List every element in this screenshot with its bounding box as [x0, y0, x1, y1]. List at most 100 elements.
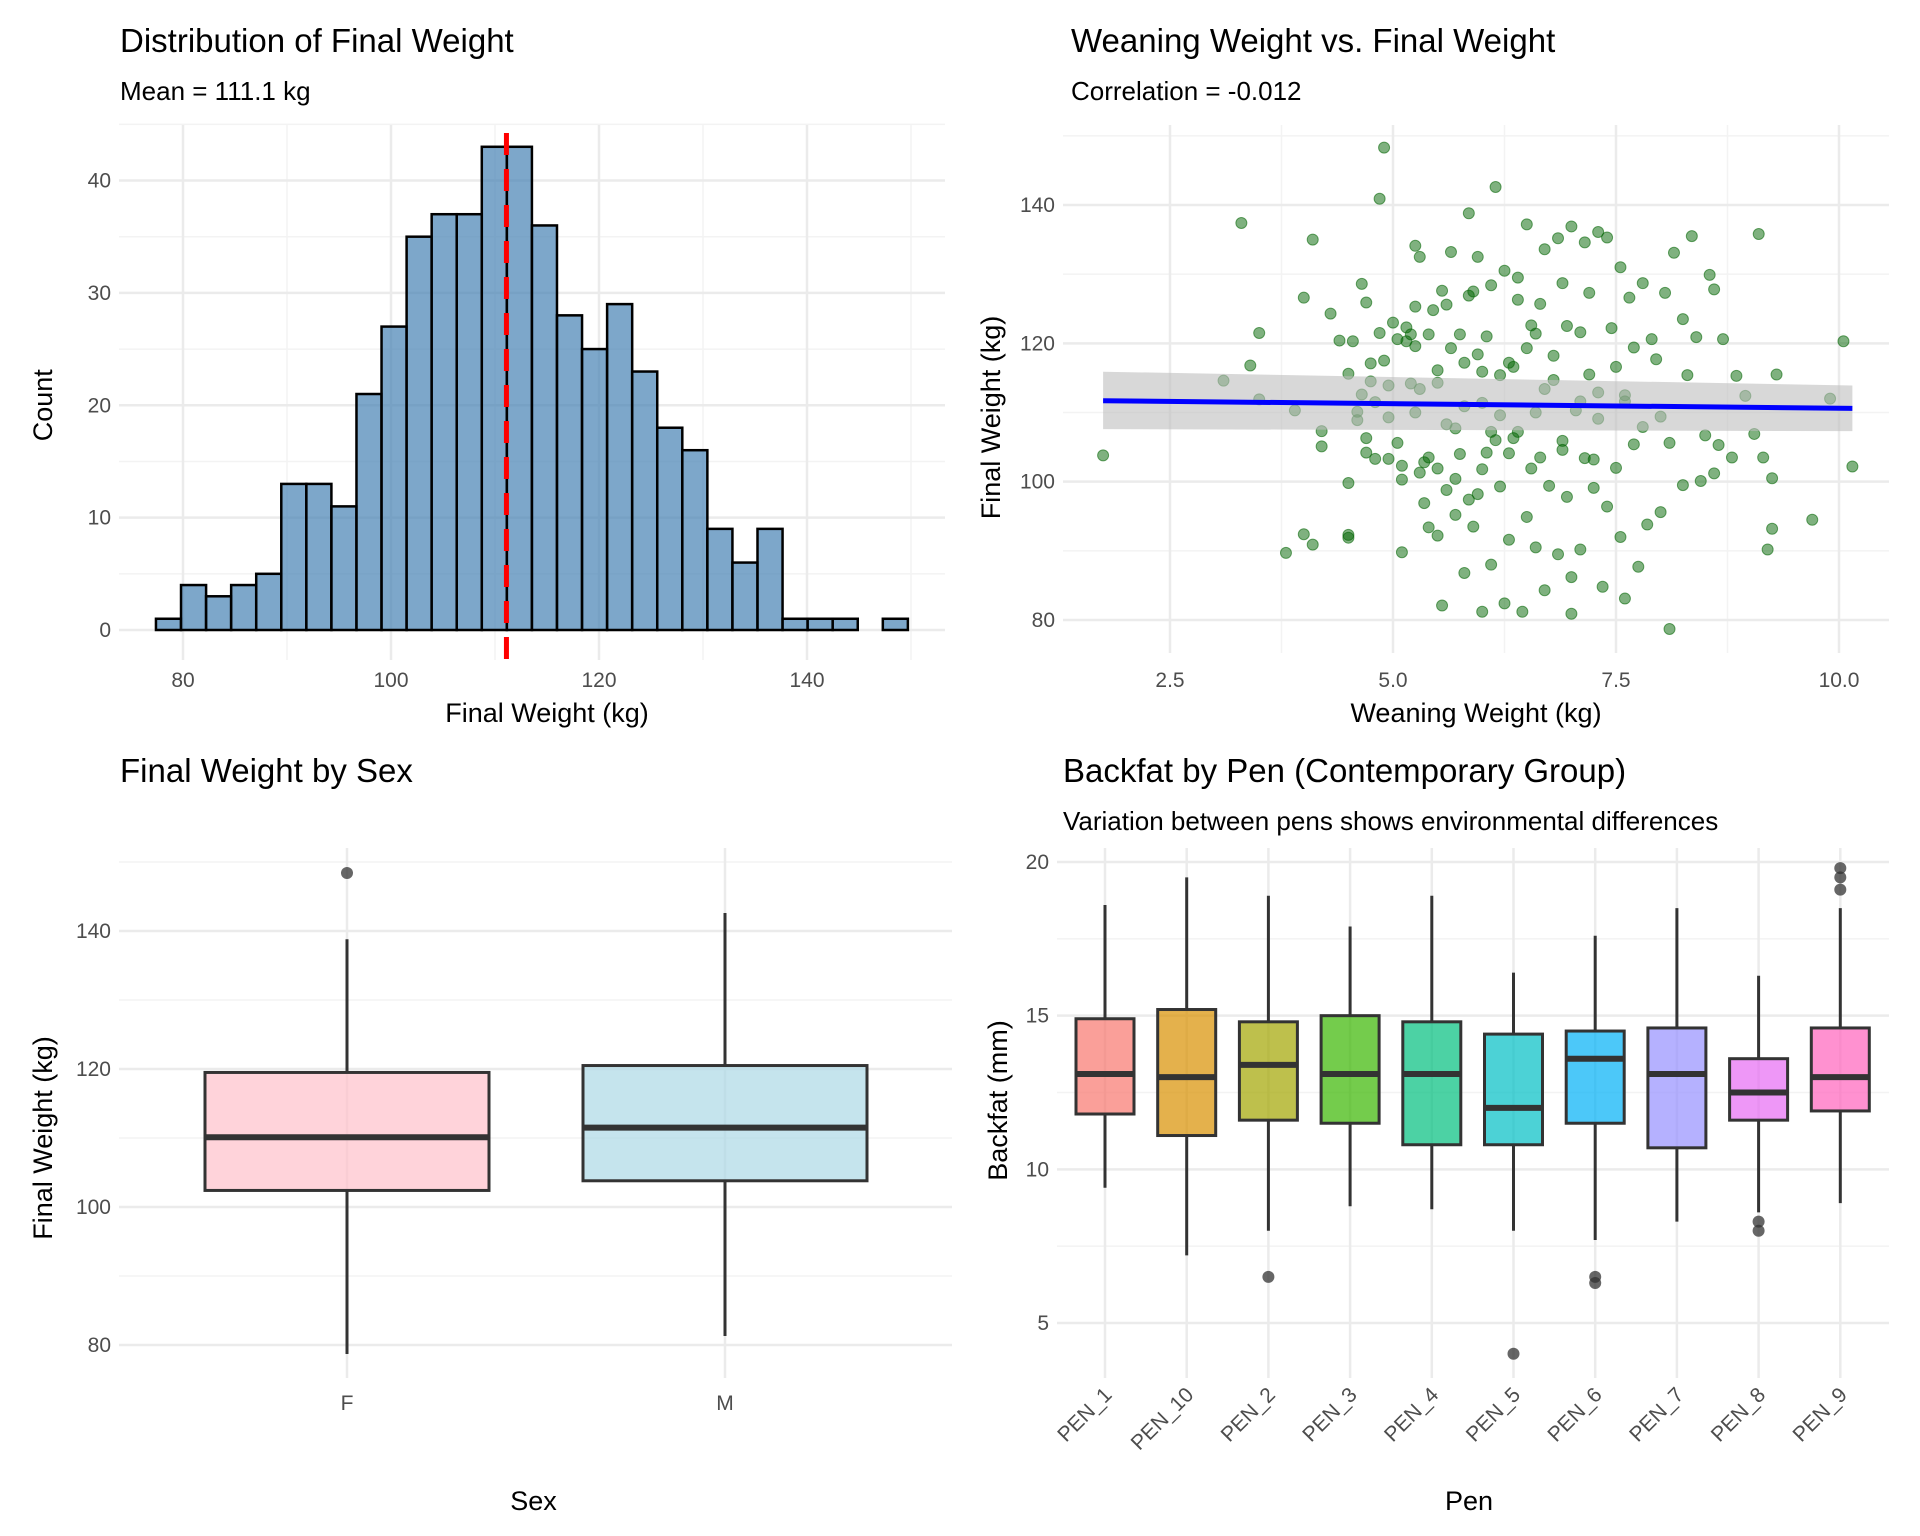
scatter-point — [1485, 279, 1498, 292]
scatter-point — [1574, 543, 1587, 556]
x-tick-label: 2.5 — [1155, 669, 1184, 692]
scatter-point — [1436, 599, 1449, 612]
scatter-point — [1552, 548, 1565, 561]
scatter-point — [1806, 513, 1819, 526]
scatter-point — [1306, 538, 1319, 551]
scatter-point — [1681, 369, 1694, 382]
histogram-bar — [430, 212, 458, 632]
scatter-point — [1342, 531, 1355, 544]
box-f — [203, 867, 491, 1354]
y-tick-label: 10 — [88, 507, 111, 530]
scatter-point — [1730, 369, 1743, 382]
box-pen-2 — [1237, 895, 1299, 1283]
scatter-point — [1663, 622, 1676, 635]
y-tick-label: 80 — [88, 1334, 111, 1357]
scatter-point — [1632, 560, 1645, 573]
scatter-point — [1476, 605, 1489, 618]
scatter-point — [1529, 541, 1542, 554]
scatter-point — [1315, 440, 1328, 453]
pen-boxplot-subtitle: Variation between pens shows environment… — [1063, 806, 1719, 836]
scatter-point — [1574, 326, 1587, 339]
scatter-point — [1458, 356, 1471, 369]
scatter-point — [1453, 448, 1466, 460]
box-iqr — [1809, 1026, 1871, 1113]
scatter-point — [1565, 607, 1578, 620]
histogram-bar — [254, 572, 283, 632]
x-tick-label: PEN_6 — [1543, 1383, 1606, 1446]
box-iqr — [1237, 1020, 1299, 1122]
scatter-point — [1502, 356, 1515, 369]
scatter-point — [1364, 357, 1377, 370]
x-tick-label: PEN_8 — [1707, 1383, 1770, 1446]
scatter-point — [1685, 230, 1698, 243]
scatter-point — [1436, 284, 1449, 297]
histogram-bar — [229, 583, 258, 632]
x-axis-title: Sex — [510, 1486, 557, 1516]
scatter-point — [1395, 473, 1408, 486]
y-tick-label: 140 — [1020, 194, 1055, 217]
scatter-point — [1520, 342, 1533, 355]
scatter-point — [1636, 277, 1649, 290]
scatter-point — [1618, 592, 1631, 605]
scatter-point — [1516, 605, 1529, 618]
scatter-point — [1422, 521, 1435, 534]
histogram-bar — [455, 212, 484, 632]
scatter-point — [1690, 331, 1703, 344]
scatter-point — [1462, 207, 1475, 220]
scatter-point — [1471, 488, 1484, 501]
y-tick-label: 140 — [76, 920, 111, 943]
histogram-bar — [831, 617, 860, 632]
scatter-point — [1627, 341, 1640, 354]
scatter-point — [1253, 326, 1266, 339]
box-iqr — [1156, 1008, 1218, 1138]
scatter-point — [1444, 246, 1457, 259]
scatter-point — [1538, 584, 1551, 597]
box-iqr — [1728, 1057, 1790, 1122]
x-tick-label: 140 — [789, 669, 824, 692]
x-tick-label: PEN_4 — [1380, 1383, 1444, 1447]
scatter-point — [1431, 529, 1444, 542]
scatter-point — [1502, 447, 1515, 460]
histogram-bar — [881, 617, 910, 632]
scatter-point — [1752, 228, 1765, 241]
scatter-point — [1489, 181, 1502, 194]
x-tick-label: PEN_5 — [1462, 1383, 1525, 1446]
scatter-point — [1422, 328, 1435, 341]
scatter-point — [1297, 291, 1310, 304]
scatter-point — [1627, 438, 1640, 451]
scatter-point — [1556, 277, 1569, 290]
scatter-point — [1717, 333, 1730, 346]
y-tick-label: 0 — [99, 619, 111, 642]
scatter-point — [1489, 434, 1502, 447]
histogram-bar — [505, 145, 534, 632]
scatter-point — [1449, 508, 1462, 521]
scatter-point — [1480, 446, 1493, 459]
scatter-point — [1244, 359, 1257, 372]
scatter-point — [1534, 451, 1547, 464]
scatter-point — [1725, 451, 1738, 464]
histogram-bar — [681, 448, 709, 632]
scatter-point — [1659, 286, 1672, 299]
scatter-point — [1413, 250, 1426, 263]
scatter-point — [1498, 597, 1511, 610]
scatter-point — [1409, 300, 1422, 313]
scatter-point — [1395, 546, 1408, 559]
x-axis-title: Final Weight (kg) — [445, 698, 649, 728]
scatter-point — [1409, 239, 1422, 252]
histogram-bar — [204, 595, 233, 632]
scatter-point — [1583, 368, 1596, 381]
y-tick-label: 120 — [1020, 332, 1055, 355]
scatter-point — [1360, 446, 1373, 459]
y-axis-title: Count — [28, 369, 58, 442]
scatter-point — [1770, 368, 1783, 381]
x-tick-label: 120 — [581, 669, 616, 692]
scatter-point — [1712, 439, 1725, 452]
scatter-point — [1556, 434, 1569, 447]
x-tick-label: M — [716, 1392, 734, 1415]
scatter-point — [1520, 510, 1533, 523]
scatter-point — [1494, 480, 1507, 493]
box-iqr — [1564, 1029, 1626, 1125]
scatter-point — [1560, 320, 1573, 333]
scatter-point — [1444, 342, 1457, 355]
